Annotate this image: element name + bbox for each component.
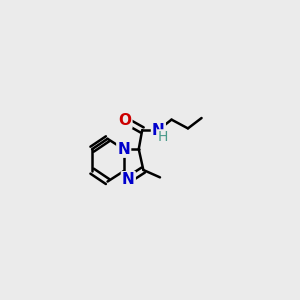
Text: N: N <box>117 142 130 157</box>
Text: O: O <box>118 113 131 128</box>
Text: H: H <box>158 130 168 144</box>
Text: N: N <box>122 172 135 187</box>
Text: N: N <box>152 122 165 137</box>
